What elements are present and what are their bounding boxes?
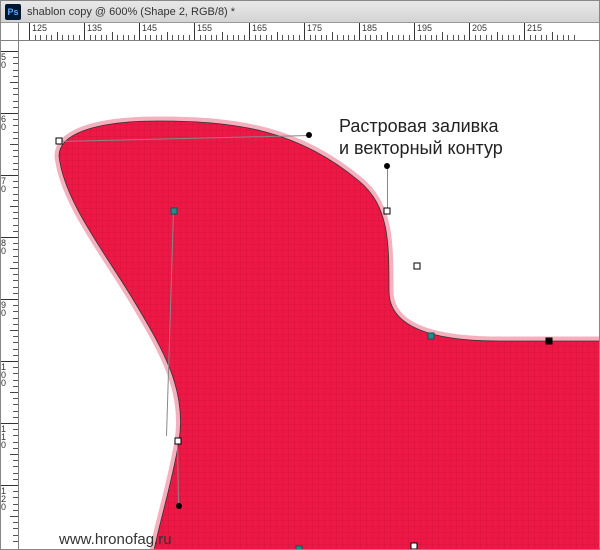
overlay-line1: Растровая заливка: [339, 116, 503, 138]
overlay-caption: Растровая заливка и векторный контур: [339, 116, 503, 159]
anchor-point[interactable]: [296, 546, 303, 550]
document-title: shablon copy @ 600% (Shape 2, RGB/8) *: [27, 6, 235, 18]
ruler-vertical[interactable]: 5060708090100110120: [1, 41, 19, 549]
anchor-point[interactable]: [171, 208, 178, 215]
watermark: www.hronofag.ru: [59, 531, 172, 548]
anchor-point[interactable]: [411, 543, 418, 550]
overlay-line2: и векторный контур: [339, 138, 503, 160]
anchor-point[interactable]: [175, 438, 182, 445]
shape-layer[interactable]: [19, 41, 599, 549]
ruler-corner: [1, 23, 19, 41]
bezier-handle-dot[interactable]: [306, 132, 312, 138]
anchor-point[interactable]: [56, 138, 63, 145]
anchor-point[interactable]: [414, 263, 421, 270]
bezier-handle-line[interactable]: [387, 166, 388, 211]
canvas[interactable]: Растровая заливка и векторный контур www…: [19, 41, 599, 549]
bezier-handle-dot[interactable]: [176, 503, 182, 509]
bezier-handle-dot[interactable]: [384, 163, 390, 169]
photoshop-icon: Ps: [5, 4, 21, 20]
window-titlebar: Ps shablon copy @ 600% (Shape 2, RGB/8) …: [1, 1, 599, 23]
ruler-horizontal[interactable]: 125135145155165175185195205215: [19, 23, 599, 41]
anchor-point[interactable]: [384, 208, 391, 215]
anchor-point[interactable]: [428, 333, 435, 340]
anchor-point[interactable]: [546, 338, 553, 345]
